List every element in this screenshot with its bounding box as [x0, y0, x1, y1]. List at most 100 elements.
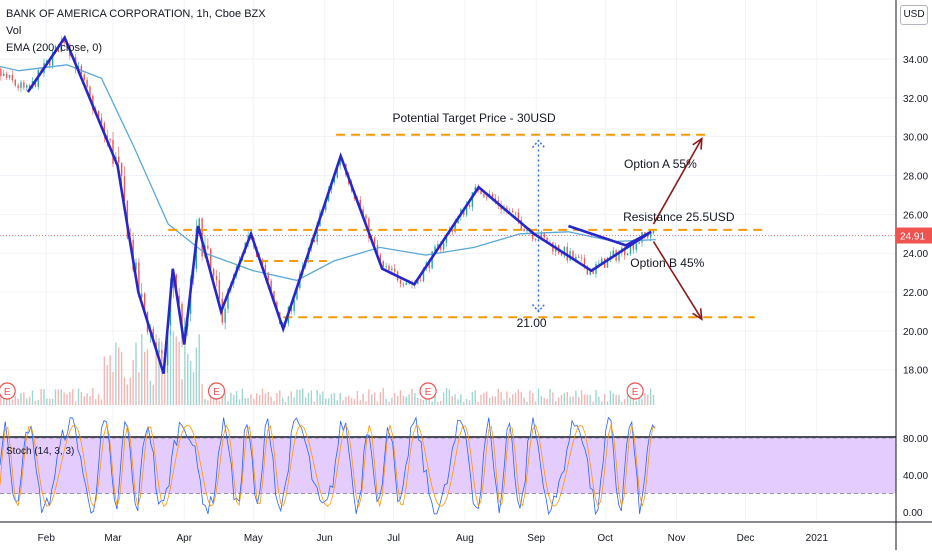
price-tick-label: 18.00 [903, 366, 928, 377]
annotation-label: Option B 45% [630, 256, 704, 270]
candle-body [638, 242, 640, 244]
volume-bar [310, 390, 313, 405]
candle-body [399, 280, 402, 284]
annotation-label: Potential Target Price - 30USD [392, 111, 556, 125]
candle-body [5, 73, 8, 78]
volume-bar [235, 390, 238, 405]
volume-bar [488, 398, 491, 405]
volume-bar [405, 396, 407, 405]
earnings-marker[interactable] [0, 382, 16, 400]
candle-body [437, 244, 439, 247]
volume-bar [132, 359, 134, 405]
volume-bar [638, 394, 640, 405]
volume-bar [411, 388, 413, 405]
candle-body [445, 233, 448, 243]
candle-body [405, 282, 407, 285]
candle-body [583, 258, 586, 268]
time-tick-label: May [244, 533, 263, 544]
volume-bar [3, 398, 5, 405]
volume-label: Vol [6, 25, 22, 37]
volume-bar [649, 388, 652, 405]
volume-bar [578, 397, 580, 405]
volume-bar [46, 398, 48, 405]
candle-body [273, 291, 275, 302]
volume-bar [537, 388, 540, 405]
chart-title: BANK OF AMERICA CORPORATION, 1h, Cboe BZ… [6, 8, 266, 20]
volume-bar [523, 397, 525, 405]
volume-bar [621, 401, 623, 405]
volume-bar [417, 397, 419, 405]
currency-button[interactable]: USD [900, 5, 928, 25]
volume-bar [37, 399, 39, 405]
volume-bar [11, 399, 14, 405]
volume-bar [267, 391, 269, 405]
candle-body [572, 251, 574, 260]
stoch-tick-label: 0.00 [903, 508, 923, 519]
volume-bar [250, 394, 252, 405]
volume-bar [319, 394, 321, 405]
volume-bar [181, 379, 183, 405]
volume-bar [221, 393, 223, 405]
volume-bar [609, 390, 612, 405]
candle-body [227, 289, 229, 309]
candle-body [120, 162, 123, 177]
volume-bar [210, 393, 212, 405]
volume-bar [304, 397, 307, 405]
volume-bar [506, 391, 508, 405]
volume-bar [526, 401, 528, 405]
candle-body [293, 299, 295, 312]
earnings-marker[interactable] [626, 382, 644, 400]
candle-body [440, 244, 442, 250]
volume-bar [350, 397, 353, 405]
candle-body [60, 40, 62, 53]
candle-body [141, 293, 143, 298]
volume-bar [72, 389, 74, 405]
candle-body [451, 229, 453, 232]
candle-body [296, 288, 298, 300]
candle-body [178, 295, 180, 304]
candle-body [494, 198, 497, 201]
volume-bar [92, 388, 94, 405]
candle-body [534, 238, 537, 240]
candle-body [465, 204, 468, 215]
candle-body [376, 244, 379, 256]
candle-body [635, 243, 637, 250]
candle-body [580, 257, 583, 259]
option-arrowhead [692, 137, 703, 150]
volume-bar [126, 384, 129, 405]
volume-bar [57, 389, 60, 405]
volume-bar [414, 392, 416, 405]
candle-body [0, 68, 2, 77]
price-tick-label: 20.00 [903, 327, 928, 338]
candle-body [543, 233, 545, 238]
volume-bar [563, 393, 566, 405]
volume-bar [603, 393, 606, 405]
volume-bar [43, 389, 45, 405]
ema-label: EMA (200, close, 0) [6, 42, 102, 54]
candle-body [649, 233, 652, 238]
volume-bar [471, 391, 474, 405]
volume-bar [422, 400, 425, 405]
volume-bar [457, 399, 459, 405]
volume-bar [503, 399, 505, 405]
annotation-label: 21.00 [517, 316, 547, 330]
volume-bar [204, 399, 206, 405]
earnings-label: E [213, 387, 220, 398]
volume-bar [123, 377, 126, 405]
candle-body [391, 268, 393, 271]
candle-body [135, 262, 137, 270]
candle-body [212, 269, 215, 276]
option-arrowhead [692, 308, 703, 321]
candle-body [419, 280, 422, 282]
earnings-marker[interactable] [207, 382, 226, 400]
candle-body [368, 218, 370, 239]
candle-body [166, 325, 169, 366]
volume-bar [396, 395, 399, 405]
volume-bar [345, 396, 347, 405]
volume-bar [445, 388, 448, 405]
candle-body [264, 265, 267, 273]
candle-body [417, 280, 419, 284]
earnings-marker[interactable] [419, 382, 437, 400]
volume-bar [178, 341, 180, 405]
